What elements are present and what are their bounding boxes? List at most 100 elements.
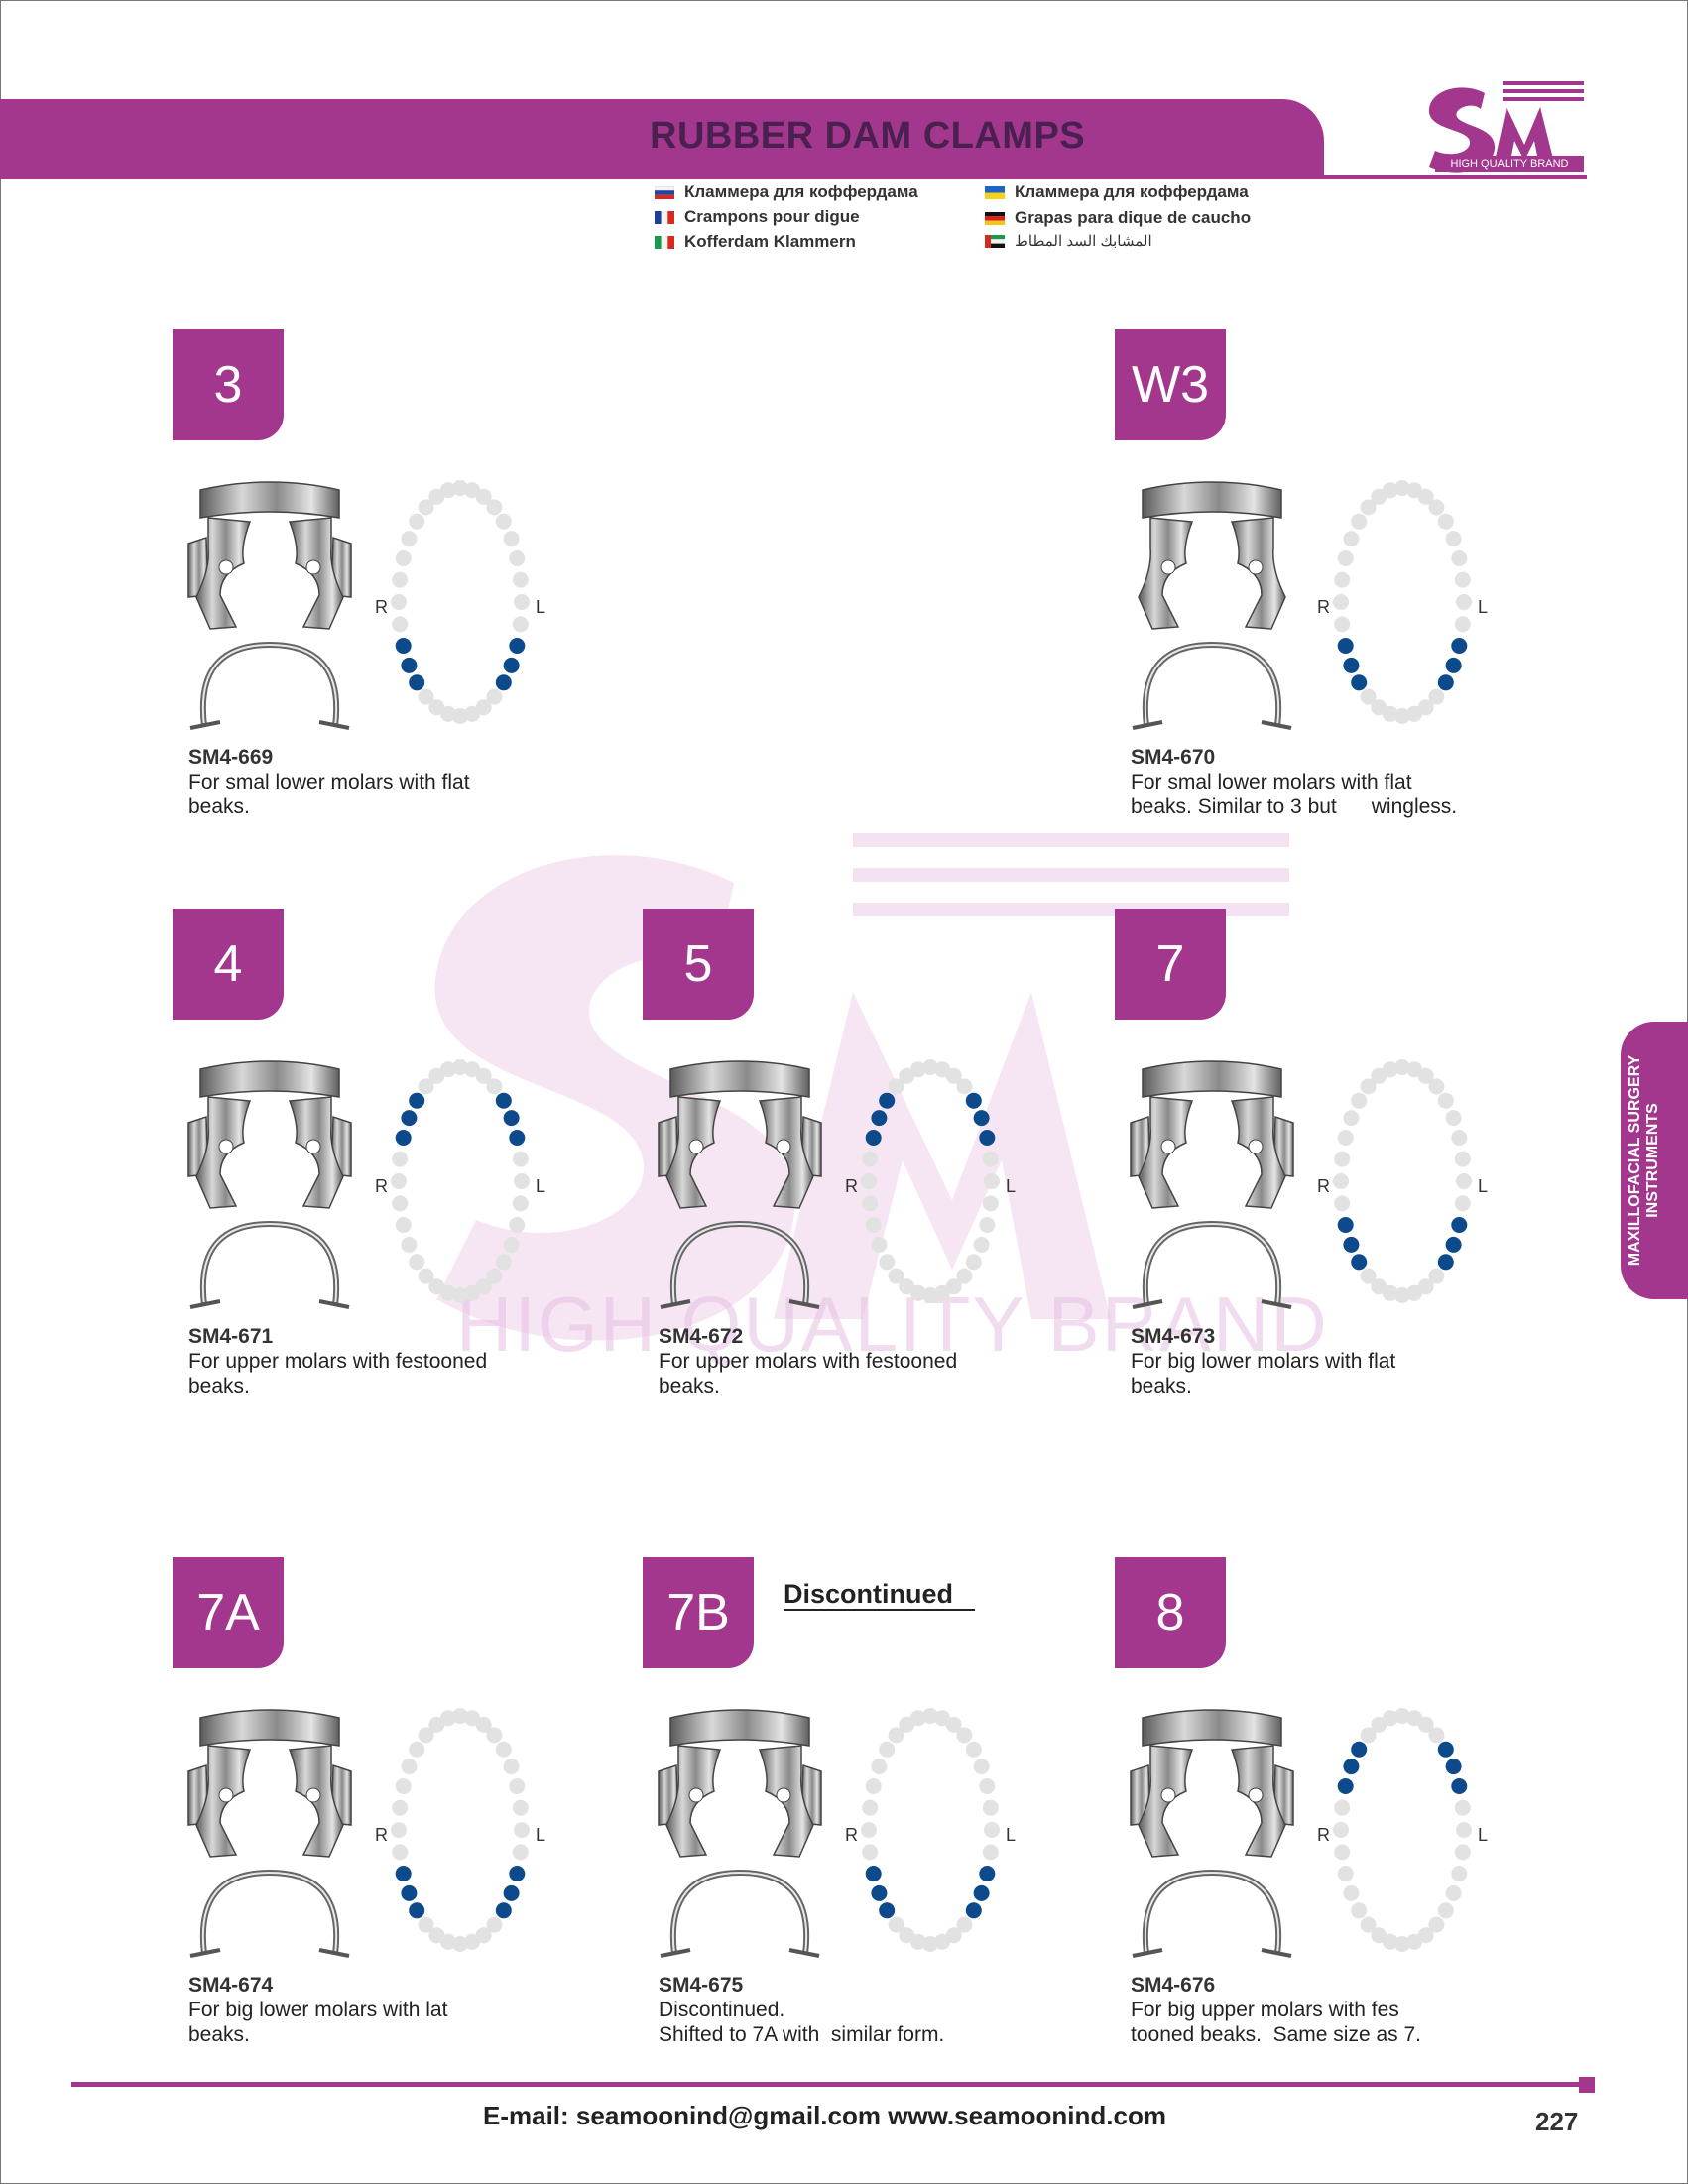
tooth-marker xyxy=(1343,531,1360,547)
description-line: For upper molars with festooned xyxy=(659,1350,958,1373)
tooth-marker xyxy=(452,708,468,724)
tooth-marker xyxy=(475,1927,492,1944)
clamp-tooth-marker xyxy=(395,638,412,654)
tooth-marker xyxy=(973,1236,990,1253)
tooth-marker xyxy=(401,1759,418,1775)
tooth-marker xyxy=(464,1710,481,1727)
tooth-marker xyxy=(934,1061,951,1078)
tooth-marker xyxy=(439,705,456,722)
tooth-marker xyxy=(475,488,492,505)
tooth-marker xyxy=(1351,1092,1368,1109)
clamp-tooth-marker xyxy=(503,1110,520,1127)
tooth-marker xyxy=(452,1936,468,1952)
description-line: tooned beaks. Same size as 7. xyxy=(1131,2023,1422,2046)
tooth-marker xyxy=(439,1710,456,1727)
tooth-marker xyxy=(475,1278,492,1295)
arch-label-left: L xyxy=(1478,1825,1488,1845)
clamp-photo xyxy=(651,1057,829,1325)
tooth-marker xyxy=(1382,1933,1398,1950)
tooth-marker xyxy=(439,482,456,499)
clamp-tooth-marker xyxy=(1437,1254,1454,1271)
tooth-marker xyxy=(1406,1284,1423,1301)
tooth-marker xyxy=(1417,1067,1434,1084)
product-code: SM4-675 xyxy=(659,1974,744,1997)
tooth-marker xyxy=(428,1278,445,1295)
arch-label-right: R xyxy=(375,597,388,617)
tooth-marker xyxy=(1451,1130,1468,1146)
tooth-marker xyxy=(934,1933,951,1950)
section-side-tab[interactable] xyxy=(1621,1022,1688,1299)
clamp-tooth-marker xyxy=(401,1884,418,1901)
clamp-photo xyxy=(181,1057,359,1325)
clamp-tooth-marker xyxy=(503,1884,520,1901)
translation-ua: Кламмера для коффердама xyxy=(985,182,1249,202)
tooth-marker xyxy=(1437,1092,1454,1109)
clamp-tooth-marker xyxy=(1351,1254,1368,1271)
product-description: For big lower molars with flat beaks. xyxy=(1131,1349,1527,1398)
tooth-marker xyxy=(1428,499,1445,516)
clamp-photo xyxy=(181,478,359,746)
clamp-tooth-marker xyxy=(401,657,418,673)
model-number-tile: 4 xyxy=(173,909,284,1020)
product-description: For upper molars with festooned beaks. xyxy=(659,1349,1055,1398)
clamp-tooth-marker xyxy=(1451,1778,1468,1794)
tooth-marker xyxy=(1382,1061,1398,1078)
tooth-marker xyxy=(984,1173,1000,1189)
tooth-marker xyxy=(1445,531,1462,547)
tooth-marker xyxy=(982,1844,999,1861)
arch-label-right: R xyxy=(1317,1176,1330,1196)
product-code: SM4-670 xyxy=(1131,746,1216,769)
tooth-marker xyxy=(1417,699,1434,716)
tooth-marker xyxy=(1445,1110,1462,1127)
tooth-marker xyxy=(439,1061,456,1078)
clamp-tooth-marker xyxy=(871,1884,888,1901)
translation-text: Crampons pour digue xyxy=(684,207,860,226)
tooth-marker xyxy=(418,499,434,516)
tooth-marker xyxy=(512,1151,529,1167)
clamp-tooth-marker xyxy=(865,1130,882,1146)
arch-label-right: R xyxy=(845,1825,858,1845)
tooth-marker xyxy=(1337,1866,1354,1881)
arch-label-left: L xyxy=(1006,1176,1016,1196)
description-line: beaks. xyxy=(188,2023,250,2046)
clamp-tooth-marker xyxy=(973,1110,990,1127)
clamp-image xyxy=(1130,1709,1294,1958)
model-number-tile: 3 xyxy=(173,329,284,440)
tooth-marker xyxy=(486,1727,503,1744)
clamp-photo xyxy=(1123,478,1301,746)
tooth-marker xyxy=(512,571,529,588)
clamp-tooth-marker xyxy=(1343,1236,1360,1253)
uae-flag-icon xyxy=(985,234,1005,248)
germany-flag-icon xyxy=(985,211,1005,225)
tooth-marker xyxy=(1454,1195,1471,1212)
model-number-tile: 7A xyxy=(173,1557,284,1668)
translation-text: المشابك السد المطاط xyxy=(1015,233,1152,250)
discontinued-label: Discontinued xyxy=(784,1579,976,1611)
description-line: beaks. xyxy=(188,795,250,818)
tooth-marker xyxy=(879,1254,896,1271)
tooth-marker xyxy=(418,1916,434,1933)
tooth-marker xyxy=(452,1059,468,1075)
arch-label-left: L xyxy=(1478,597,1488,617)
tooth-marker xyxy=(1417,1716,1434,1733)
section-side-tab-label: MAXILLOFACIAL SURGERY INSTRUMENTS xyxy=(1627,1054,1661,1267)
clamp-tooth-marker xyxy=(1451,1217,1468,1233)
clamp-tooth-marker xyxy=(395,1130,412,1146)
tooth-marker xyxy=(1371,488,1387,505)
tooth-marker xyxy=(464,1061,481,1078)
tooth-marker xyxy=(861,1822,877,1838)
arch-label-right: R xyxy=(375,1176,388,1196)
tooth-marker xyxy=(1406,1933,1423,1950)
tooth-marker xyxy=(922,1059,938,1075)
tooth-marker xyxy=(1445,1884,1462,1901)
tooth-marker xyxy=(1360,1916,1377,1933)
